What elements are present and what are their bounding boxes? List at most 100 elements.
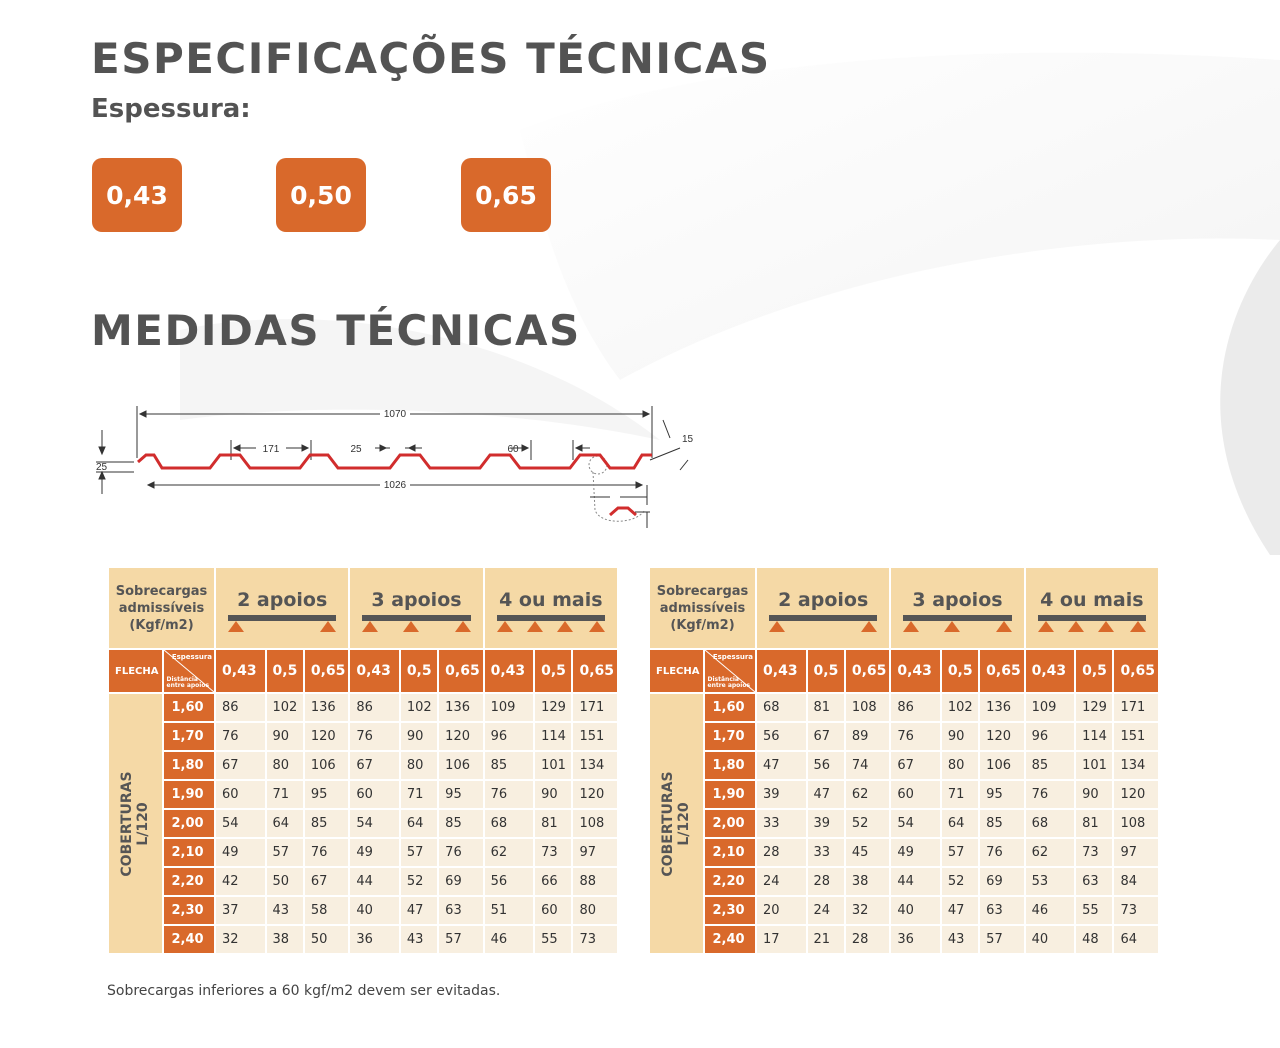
- table-cell: 66: [535, 868, 572, 895]
- col-thickness: 0,5: [266, 650, 303, 692]
- table-cell: 73: [1076, 839, 1113, 866]
- row-distance: 1,60: [704, 694, 756, 721]
- table-cell: 64: [1114, 926, 1158, 953]
- support-icon: [362, 621, 379, 632]
- table-cell: 102: [400, 694, 438, 721]
- table-cell: 55: [535, 926, 572, 953]
- table-cell: 109: [484, 694, 534, 721]
- row-distance: 1,90: [163, 781, 215, 808]
- table-cell: 67: [350, 752, 399, 779]
- row-distance: 1,70: [704, 723, 756, 750]
- table-cell: 64: [400, 810, 438, 837]
- table-row: 2,40 32 38 50 36 43 57 46 55 73: [109, 926, 617, 953]
- table-cell: 47: [400, 897, 438, 924]
- table-row: 2,30 20 24 32 40 47 63 46 55 73: [650, 897, 1158, 924]
- table-cell: 108: [573, 810, 617, 837]
- table-cell: 76: [1025, 781, 1075, 808]
- row-distance: 2,10: [163, 839, 215, 866]
- table-row: 2,00 33 39 52 54 64 85 68 81 108: [650, 810, 1158, 837]
- table-cell: 73: [1114, 897, 1158, 924]
- table-row: 2,30 37 43 58 40 47 63 51 60 80: [109, 897, 617, 924]
- profile-drawing: 1070 171 25 60 1026 25 15: [96, 406, 694, 528]
- support-icon: [556, 621, 573, 632]
- table-cell: 40: [891, 897, 940, 924]
- support-icon: [228, 621, 245, 632]
- table-cell: 54: [216, 810, 265, 837]
- group-3-apoios: 3 apoios: [891, 568, 1024, 648]
- table-cell: 67: [807, 723, 844, 750]
- table-cell: 17: [757, 926, 806, 953]
- table-row: COBERTURAS L/120 1,60 86 102 136 86 102 1…: [109, 694, 617, 953]
- table-cell: 58: [304, 897, 349, 924]
- table-cell: 90: [1076, 781, 1113, 808]
- load-table-right: Sobrecargas admissíveis (Kgf/m2) 2 apoio…: [648, 566, 1160, 955]
- table-cell: 96: [1025, 723, 1075, 750]
- table-cell: 49: [891, 839, 940, 866]
- table-cell: 67: [216, 752, 265, 779]
- table-cell: 71: [941, 781, 979, 808]
- table-cell: 134: [573, 752, 617, 779]
- col-thickness: 0,65: [439, 650, 483, 692]
- col-thickness: 0,65: [845, 650, 890, 692]
- table-cell: 60: [216, 781, 265, 808]
- table-row: COBERTURAS L/120 1,60 68 81 108 86 102 13…: [650, 694, 1158, 953]
- table-cell: 40: [350, 897, 399, 924]
- table-cell: 85: [439, 810, 483, 837]
- table-cell: 151: [1114, 723, 1158, 750]
- table-cell: 69: [439, 868, 483, 895]
- table-cell: 85: [484, 752, 534, 779]
- beam-icon: [362, 615, 471, 621]
- table-cell: 76: [439, 839, 483, 866]
- beam-icon: [228, 615, 337, 621]
- row-distance: 2,40: [163, 926, 215, 953]
- table-cell: 76: [304, 839, 349, 866]
- table-cell: 57: [941, 839, 979, 866]
- table-cell: 49: [216, 839, 265, 866]
- table-cell: 63: [439, 897, 483, 924]
- row-distance: 1,80: [704, 752, 756, 779]
- table-cell: 52: [400, 868, 438, 895]
- table-cell: 120: [304, 723, 349, 750]
- col-thickness: 0,43: [1025, 650, 1075, 692]
- table-cell: 90: [266, 723, 303, 750]
- group-2-apoios: 2 apoios: [757, 568, 890, 648]
- row-distance: 1,80: [163, 752, 215, 779]
- support-icon: [995, 621, 1012, 632]
- row-distance: 1,90: [704, 781, 756, 808]
- dim-rib-gap: 25: [350, 444, 362, 455]
- table-cell: 76: [980, 839, 1024, 866]
- table-cell: 60: [891, 781, 940, 808]
- table-cell: 63: [1076, 868, 1113, 895]
- thickness-badge-043[interactable]: 0,43: [92, 158, 182, 232]
- thickness-badge-050[interactable]: 0,50: [276, 158, 366, 232]
- dim-total-width: 1070: [384, 409, 407, 420]
- table-cell: 64: [266, 810, 303, 837]
- support-icon: [320, 621, 337, 632]
- diagonal-header: Espessura Distância entre apoios: [704, 650, 756, 692]
- table-cell: 90: [941, 723, 979, 750]
- table-cell: 101: [535, 752, 572, 779]
- table-cell: 68: [757, 694, 806, 721]
- table-cell: 56: [807, 752, 844, 779]
- group-4-ou-mais: 4 ou mais: [1025, 568, 1158, 648]
- beam-icon: [769, 615, 878, 621]
- col-thickness: 0,5: [400, 650, 438, 692]
- table-cell: 28: [845, 926, 890, 953]
- table-cell: 114: [535, 723, 572, 750]
- table-cell: 136: [980, 694, 1024, 721]
- spec-title: ESPECIFICAÇÕES TÉCNICAS: [91, 34, 771, 83]
- table-cell: 136: [304, 694, 349, 721]
- header-sobrecargas: Sobrecargas admissíveis (Kgf/m2): [650, 568, 756, 648]
- footnote: Sobrecargas inferiores a 60 kgf/m2 devem…: [107, 983, 501, 999]
- row-distance: 2,00: [704, 810, 756, 837]
- table-row: 1,70 56 67 89 76 90 120 96 114 151: [650, 723, 1158, 750]
- table-cell: 57: [266, 839, 303, 866]
- table-cell: 24: [807, 897, 844, 924]
- table-row: 1,90 60 71 95 60 71 95 76 90 120: [109, 781, 617, 808]
- thickness-badge-065[interactable]: 0,65: [461, 158, 551, 232]
- support-icon: [769, 621, 786, 632]
- table-cell: 62: [1025, 839, 1075, 866]
- table-cell: 52: [941, 868, 979, 895]
- dim-useful-width: 1026: [384, 480, 407, 491]
